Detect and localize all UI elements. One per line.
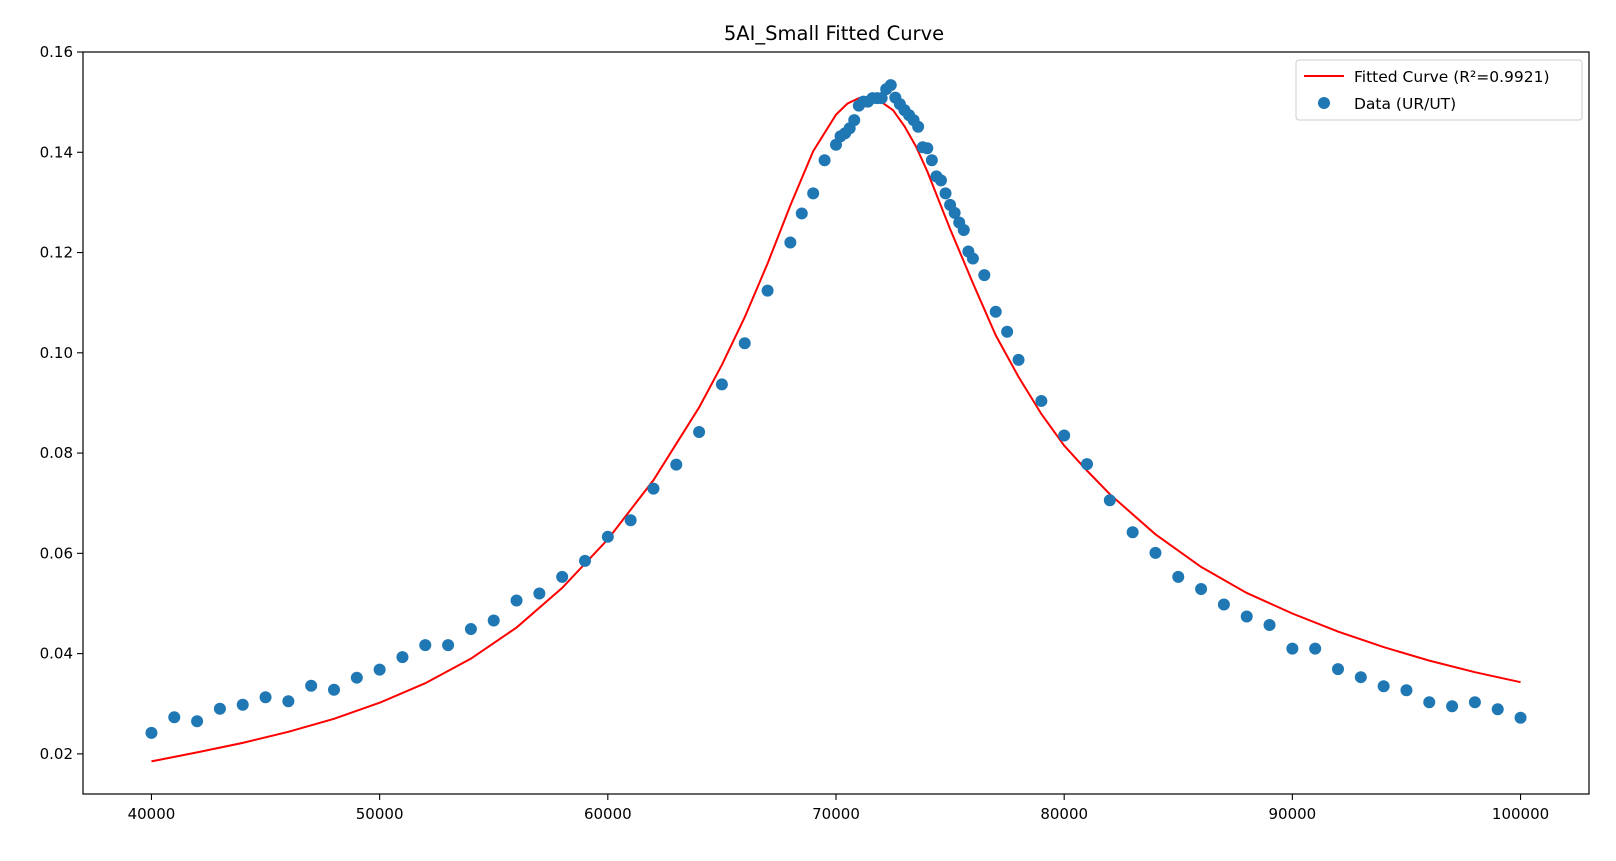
data-point [373,663,386,676]
data-point [921,142,934,155]
data-point [601,530,614,543]
data-point [1354,671,1367,684]
data-point [419,639,432,652]
data-point [957,223,970,236]
data-point [624,514,637,527]
data-point [939,187,952,200]
data-point [487,614,500,627]
data-point [350,671,363,684]
data-point [213,702,226,715]
data-point [670,458,683,471]
data-point [282,695,295,708]
data-point [795,207,808,220]
data-point [328,683,340,696]
data-point [1149,546,1162,559]
data-point [647,482,660,495]
x-axis: 40000 50000 60000 70000 80000 90000 100000 [128,794,1549,823]
legend-marker-swatch [1318,97,1330,109]
data-point [848,114,861,127]
data-point [1446,700,1459,713]
data-point [1491,703,1504,716]
y-tick-label: 0.06 [40,544,73,562]
data-point [1035,394,1048,407]
data-point [1468,696,1481,709]
data-point [259,691,272,704]
y-tick-label: 0.04 [40,645,73,663]
data-point [884,79,897,92]
x-tick-label: 80000 [1040,805,1088,823]
legend-label: Fitted Curve (R²=0.9921) [1354,68,1550,86]
data-point [1514,711,1527,724]
data-point [761,284,774,297]
data-point [1377,680,1390,693]
data-point [1286,642,1299,655]
x-tick-label: 50000 [356,805,404,823]
x-tick-label: 70000 [812,805,860,823]
data-point [1103,494,1116,507]
data-point [978,269,991,282]
data-point [1240,610,1253,623]
data-point [168,711,181,724]
y-tick-label: 0.08 [40,444,73,462]
data-point [1172,570,1185,583]
data-point [738,337,751,350]
data-point [579,554,591,567]
y-tick-label: 0.14 [40,143,73,161]
data-point [1332,663,1344,676]
data-point [912,120,925,133]
data-point [1001,325,1014,338]
data-point [715,378,728,391]
data-point [948,206,961,219]
chart-title: 5AI_Small Fitted Curve [724,22,944,45]
data-point [966,252,979,265]
data-point [305,679,318,692]
data-point [464,623,477,636]
data-point [556,570,569,583]
data-point [1309,642,1322,655]
data-point [442,639,455,652]
data-point [875,92,888,105]
data-point [1126,526,1139,539]
x-tick-label: 40000 [128,805,176,823]
data-point [1400,684,1413,697]
data-point [510,594,523,607]
y-tick-label: 0.12 [40,244,73,262]
x-tick-label: 90000 [1269,805,1317,823]
legend: Fitted Curve (R²=0.9921) Data (UR/UT) [1295,59,1583,121]
data-point [818,154,831,167]
data-point [191,715,204,728]
data-point [236,698,249,711]
data-point [693,426,706,439]
y-tick-label: 0.02 [40,745,73,763]
data-point [396,651,409,664]
data-point [1217,598,1230,611]
x-tick-label: 60000 [584,805,632,823]
data-point [1195,582,1208,595]
data-point [533,587,546,600]
legend-label: Data (UR/UT) [1354,95,1456,113]
data-point [1423,696,1436,709]
data-point [807,187,820,200]
data-point [1012,353,1025,366]
y-axis: 0.02 0.04 0.06 0.08 0.10 0.12 0.14 0.16 [40,43,83,763]
data-point [1058,429,1071,442]
data-point [1081,458,1093,471]
data-point [1263,619,1276,632]
y-tick-label: 0.10 [40,344,73,362]
data-point [989,305,1002,318]
data-point [934,174,947,187]
data-point [784,236,797,249]
legend-box [1295,59,1583,121]
y-tick-label: 0.16 [40,43,73,61]
data-point [925,154,938,167]
data-point [145,726,158,739]
x-tick-label: 100000 [1492,805,1549,823]
plot-area [145,79,1527,763]
